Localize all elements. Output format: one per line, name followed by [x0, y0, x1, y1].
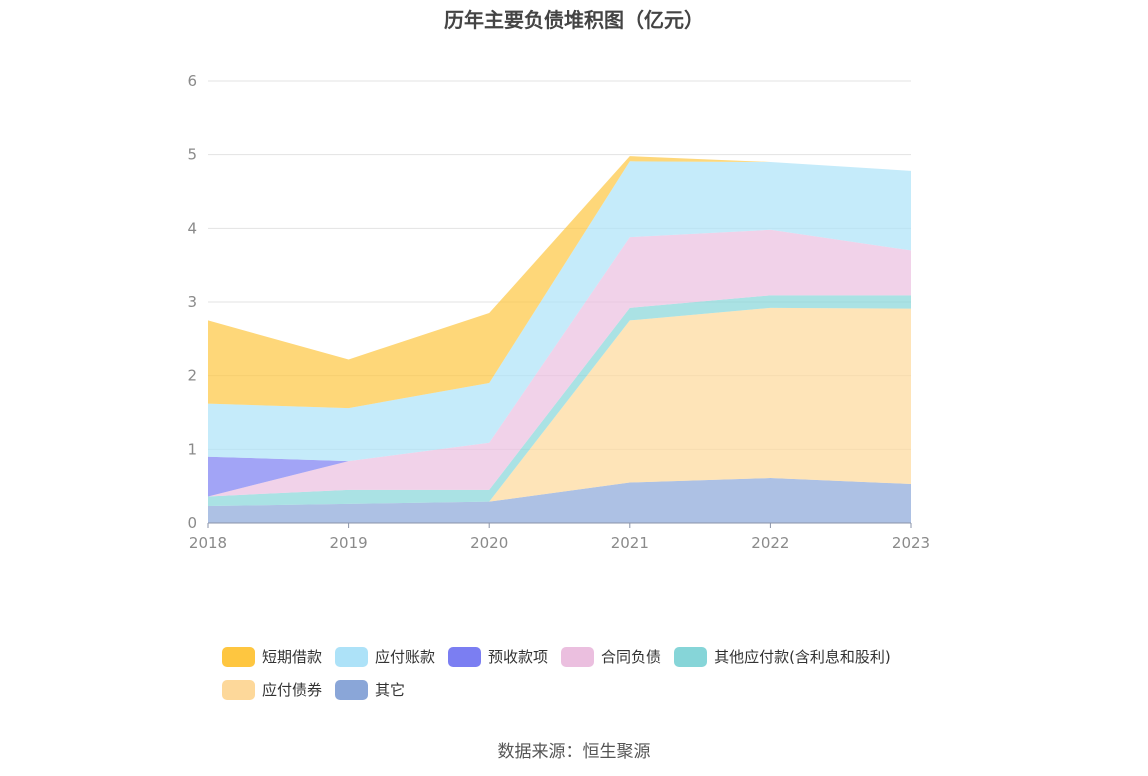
- legend-swatch: [674, 646, 708, 667]
- area-series-layer: [208, 156, 911, 523]
- legend-swatch: [335, 679, 369, 700]
- legend-row: 应付债券 其它: [222, 673, 982, 706]
- legend-label: 其他应付款(含利息和股利): [714, 648, 891, 666]
- legend-item[interactable]: 合同负债: [561, 646, 661, 667]
- legend-item[interactable]: 应付账款: [335, 646, 435, 667]
- x-tick-label: 2019: [330, 534, 368, 552]
- y-tick-label: 0: [187, 514, 197, 532]
- y-tick-label: 6: [187, 72, 197, 90]
- legend: 短期借款 应付账款 预收款项 合同负债 其他应付款(含利息和股利) 应付债券 其它: [222, 640, 982, 706]
- area-series: [208, 307, 911, 507]
- x-tick-label: 2022: [751, 534, 789, 552]
- legend-swatch: [448, 646, 482, 667]
- y-tick-label: 2: [187, 367, 197, 385]
- legend-label: 其它: [375, 681, 406, 699]
- legend-swatch: [561, 646, 595, 667]
- legend-label: 短期借款: [262, 648, 323, 666]
- x-tick-label: 2020: [470, 534, 508, 552]
- area-series: [208, 478, 911, 523]
- x-tick-label: 2021: [611, 534, 649, 552]
- legend-item[interactable]: 其它: [335, 679, 405, 700]
- x-tick-label: 2023: [892, 534, 930, 552]
- area-series: [208, 229, 911, 497]
- x-tick-label: 2018: [189, 534, 227, 552]
- legend-swatch: [222, 679, 255, 700]
- y-tick-label: 3: [187, 293, 197, 311]
- legend-label: 合同负债: [601, 648, 662, 666]
- legend-item[interactable]: 预收款项: [448, 646, 548, 667]
- area-series: [208, 229, 911, 497]
- legend-swatch: [335, 646, 369, 667]
- legend-row: 短期借款 应付账款 预收款项 合同负债 其他应付款(含利息和股利): [222, 640, 982, 673]
- legend-swatch: [222, 646, 255, 667]
- chart-title: 历年主要负债堆积图（亿元）: [444, 8, 704, 32]
- legend-label: 预收款项: [488, 648, 549, 666]
- legend-item[interactable]: 短期借款: [222, 646, 322, 667]
- y-tick-label: 4: [187, 219, 197, 237]
- legend-item[interactable]: 应付债券: [222, 679, 322, 700]
- y-tick-label: 1: [187, 440, 197, 458]
- area-series: [208, 156, 911, 409]
- legend-label: 应付账款: [375, 648, 436, 666]
- legend-item[interactable]: 其他应付款(含利息和股利): [674, 646, 891, 667]
- legend-label: 应付债券: [262, 681, 323, 699]
- data-source-note: 数据来源：恒生聚源: [497, 742, 651, 762]
- area-series: [208, 295, 911, 507]
- axes: 2018 2019 2020 2021 2022 2023: [189, 522, 930, 552]
- area-series: [208, 161, 911, 462]
- y-tick-label: 5: [187, 146, 197, 164]
